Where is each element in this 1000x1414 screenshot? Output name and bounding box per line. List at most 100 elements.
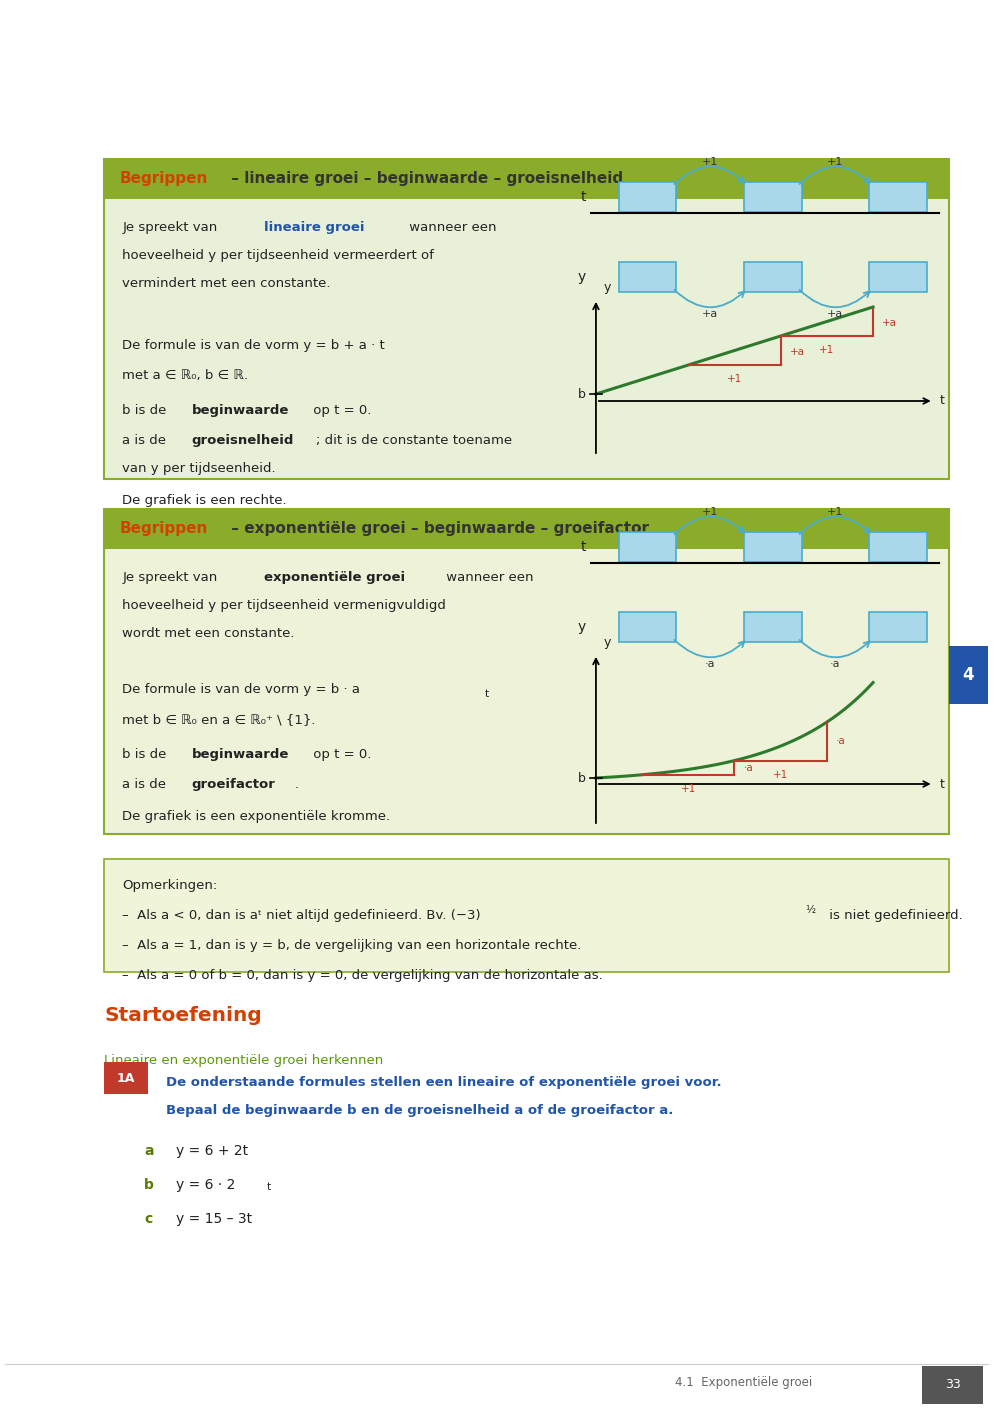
Text: t: t xyxy=(940,395,944,407)
Text: 4: 4 xyxy=(963,666,974,684)
Text: wanneer een: wanneer een xyxy=(442,571,533,584)
Text: t: t xyxy=(581,189,586,204)
Bar xyxy=(104,158,949,479)
Text: – lineaire groei – beginwaarde – groeisnelheid: – lineaire groei – beginwaarde – groeisn… xyxy=(226,171,624,187)
Text: 4.1  Exponentiële groei: 4.1 Exponentiële groei xyxy=(675,1376,813,1389)
Text: hoeveelheid y per tijdseenheid vermenigvuldigd: hoeveelheid y per tijdseenheid vermenigv… xyxy=(122,600,446,612)
Text: beginwaarde: beginwaarde xyxy=(192,404,289,417)
Bar xyxy=(949,646,988,704)
Text: a: a xyxy=(144,1144,154,1158)
Text: beginwaarde: beginwaarde xyxy=(192,748,289,761)
Text: met b ∈ ℝ₀ en a ∈ ℝ₀⁺ \ {1}.: met b ∈ ℝ₀ en a ∈ ℝ₀⁺ \ {1}. xyxy=(122,713,316,725)
Bar xyxy=(619,532,676,561)
Bar xyxy=(104,158,949,199)
Text: +1: +1 xyxy=(773,769,788,779)
Text: +a: +a xyxy=(882,318,897,328)
Text: b: b xyxy=(578,387,586,400)
Bar xyxy=(104,509,949,834)
Bar xyxy=(104,199,949,479)
Text: a is de: a is de xyxy=(122,434,170,447)
Bar xyxy=(869,182,927,212)
Text: +1: +1 xyxy=(827,508,843,518)
Text: +1: +1 xyxy=(819,345,834,355)
Text: groeisnelheid: groeisnelheid xyxy=(192,434,294,447)
Text: ·a: ·a xyxy=(830,659,841,669)
Text: y = 6 · 2: y = 6 · 2 xyxy=(176,1178,235,1192)
Text: +1: +1 xyxy=(827,157,843,167)
Text: –  Als a = 1, dan is y = b, de vergelijking van een horizontale rechte.: – Als a = 1, dan is y = b, de vergelijki… xyxy=(122,939,582,952)
Text: +a: +a xyxy=(827,310,843,320)
Text: Bepaal de beginwaarde b en de groeisnelheid a of de groeifactor a.: Bepaal de beginwaarde b en de groeisnelh… xyxy=(166,1104,673,1117)
Bar xyxy=(619,182,676,212)
Text: –  Als a = 0 of b = 0, dan is y = 0, de vergelijking van de horizontale as.: – Als a = 0 of b = 0, dan is y = 0, de v… xyxy=(122,969,603,981)
Text: vermindert met een constante.: vermindert met een constante. xyxy=(122,277,331,290)
Text: hoeveelheid y per tijdseenheid vermeerdert of: hoeveelheid y per tijdseenheid vermeerde… xyxy=(122,249,434,262)
Text: De onderstaande formules stellen een lineaire of exponentiële groei voor.: De onderstaande formules stellen een lin… xyxy=(166,1076,721,1089)
Text: Startoefening: Startoefening xyxy=(104,1005,262,1025)
Text: –  Als a < 0, dan is aᵗ niet altijd gedefinieerd. Bv. (−3): – Als a < 0, dan is aᵗ niet altijd gedef… xyxy=(122,909,481,922)
Text: y: y xyxy=(578,619,586,633)
Text: .: . xyxy=(295,778,299,790)
Bar xyxy=(104,549,949,834)
Text: y = 15 – 3t: y = 15 – 3t xyxy=(176,1212,252,1226)
Text: wordt met een constante.: wordt met een constante. xyxy=(122,626,295,641)
Text: t: t xyxy=(267,1182,271,1192)
Text: lineaire groei: lineaire groei xyxy=(264,221,365,233)
Text: – exponentiële groei – beginwaarde – groeifactor: – exponentiële groei – beginwaarde – gro… xyxy=(226,522,649,536)
Text: ; dit is de constante toename: ; dit is de constante toename xyxy=(316,434,512,447)
Text: t: t xyxy=(940,778,944,790)
Text: y: y xyxy=(578,270,586,284)
Text: exponentiële groei: exponentiële groei xyxy=(264,571,405,584)
Text: b is de: b is de xyxy=(122,748,171,761)
Bar xyxy=(619,612,676,642)
Text: ·a: ·a xyxy=(705,659,715,669)
Bar xyxy=(104,858,949,971)
Text: Begrippen: Begrippen xyxy=(119,171,208,187)
Text: +1: +1 xyxy=(702,508,718,518)
Text: ½: ½ xyxy=(806,905,816,915)
Text: De grafiek is een rechte.: De grafiek is een rechte. xyxy=(122,493,287,508)
Text: +1: +1 xyxy=(702,157,718,167)
Text: wanneer een: wanneer een xyxy=(405,221,497,233)
Text: De formule is van de vorm y = b · a: De formule is van de vorm y = b · a xyxy=(122,683,360,696)
Text: +1: +1 xyxy=(681,783,696,793)
Bar xyxy=(104,1062,148,1094)
Text: groeifactor: groeifactor xyxy=(192,778,276,790)
Text: van y per tijdseenheid.: van y per tijdseenheid. xyxy=(122,462,276,475)
Text: 33: 33 xyxy=(945,1379,960,1391)
Text: t: t xyxy=(581,540,586,554)
Text: ·a: ·a xyxy=(836,737,846,747)
Bar xyxy=(922,1366,983,1404)
Bar xyxy=(869,262,927,293)
Text: De formule is van de vorm y = b + a · t: De formule is van de vorm y = b + a · t xyxy=(122,339,385,352)
Text: Opmerkingen:: Opmerkingen: xyxy=(122,880,217,892)
Text: y: y xyxy=(604,281,611,294)
Text: y = 6 + 2t: y = 6 + 2t xyxy=(176,1144,248,1158)
Text: b is de: b is de xyxy=(122,404,171,417)
Text: op t = 0.: op t = 0. xyxy=(309,748,371,761)
Text: +1: +1 xyxy=(727,373,742,385)
Text: Lineaire en exponentiële groei herkennen: Lineaire en exponentiële groei herkennen xyxy=(104,1053,384,1068)
Bar xyxy=(869,612,927,642)
Bar xyxy=(744,262,802,293)
Text: b: b xyxy=(578,772,586,785)
Bar xyxy=(744,532,802,561)
Text: +a: +a xyxy=(702,310,718,320)
Text: Je spreekt van: Je spreekt van xyxy=(122,221,222,233)
Bar xyxy=(744,612,802,642)
Text: 1A: 1A xyxy=(117,1072,135,1085)
Text: op t = 0.: op t = 0. xyxy=(309,404,371,417)
Text: t: t xyxy=(485,689,489,699)
Text: Je spreekt van: Je spreekt van xyxy=(122,571,222,584)
Bar xyxy=(104,509,949,549)
Text: +a: +a xyxy=(790,346,805,356)
Text: Begrippen: Begrippen xyxy=(119,522,208,536)
Text: y: y xyxy=(604,636,611,649)
Text: a is de: a is de xyxy=(122,778,170,790)
Bar xyxy=(104,858,949,971)
Text: c: c xyxy=(144,1212,152,1226)
Bar xyxy=(619,262,676,293)
Text: De grafiek is een exponentiële kromme.: De grafiek is een exponentiële kromme. xyxy=(122,810,390,823)
Text: met a ∈ ℝ₀, b ∈ ℝ.: met a ∈ ℝ₀, b ∈ ℝ. xyxy=(122,369,248,382)
Bar xyxy=(869,532,927,561)
